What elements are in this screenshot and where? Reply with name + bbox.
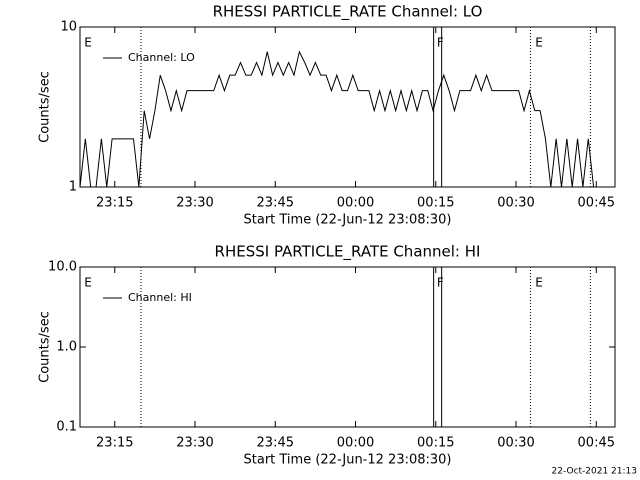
x-tick-label: 00:00 <box>337 196 374 211</box>
legend-label: Channel: LO <box>128 51 195 64</box>
x-tick-label: 23:15 <box>96 436 133 451</box>
legend-label: Channel: HI <box>128 291 192 304</box>
x-axis-label: Start Time (22-Jun-12 23:08:30) <box>244 213 452 228</box>
y-tick-label: 10 <box>60 20 77 35</box>
x-axis-label: Start Time (22-Jun-12 23:08:30) <box>244 453 452 468</box>
plot-frame <box>79 26 616 188</box>
x-tick-label: 23:30 <box>176 436 213 451</box>
y-tick-label: 1 <box>69 180 77 195</box>
x-tick-label: 00:30 <box>497 436 534 451</box>
chart-title: RHESSI PARTICLE_RATE Channel: HI <box>215 243 481 262</box>
x-tick-label: 00:45 <box>578 196 615 211</box>
annotation: F <box>437 276 444 290</box>
chart-title: RHESSI PARTICLE_RATE Channel: LO <box>213 3 483 22</box>
y-axis-label: Counts/sec <box>38 311 53 383</box>
annotation: F <box>437 36 444 50</box>
annotation: E <box>84 276 92 290</box>
x-tick-label: 00:15 <box>417 436 454 451</box>
footer: 22-Oct-2021 21:13 <box>552 467 637 477</box>
y-tick-label: 0.1 <box>56 420 77 435</box>
x-tick-label: 00:30 <box>497 196 534 211</box>
x-tick-label: 23:15 <box>96 196 133 211</box>
y-axis-label: Counts/sec <box>38 71 53 143</box>
data-line <box>79 50 610 188</box>
x-tick-label: 23:30 <box>176 196 213 211</box>
x-tick-label: 23:45 <box>257 436 294 451</box>
annotation: E <box>84 36 92 50</box>
x-tick-label: 00:45 <box>578 436 615 451</box>
y-tick-label: 10.0 <box>48 260 77 275</box>
x-tick-label: 23:45 <box>257 196 294 211</box>
x-tick-label: 00:00 <box>337 436 374 451</box>
annotation: E <box>535 276 543 290</box>
y-tick-label: 1.0 <box>56 340 77 355</box>
annotation: E <box>535 36 543 50</box>
x-tick-label: 00:15 <box>417 196 454 211</box>
